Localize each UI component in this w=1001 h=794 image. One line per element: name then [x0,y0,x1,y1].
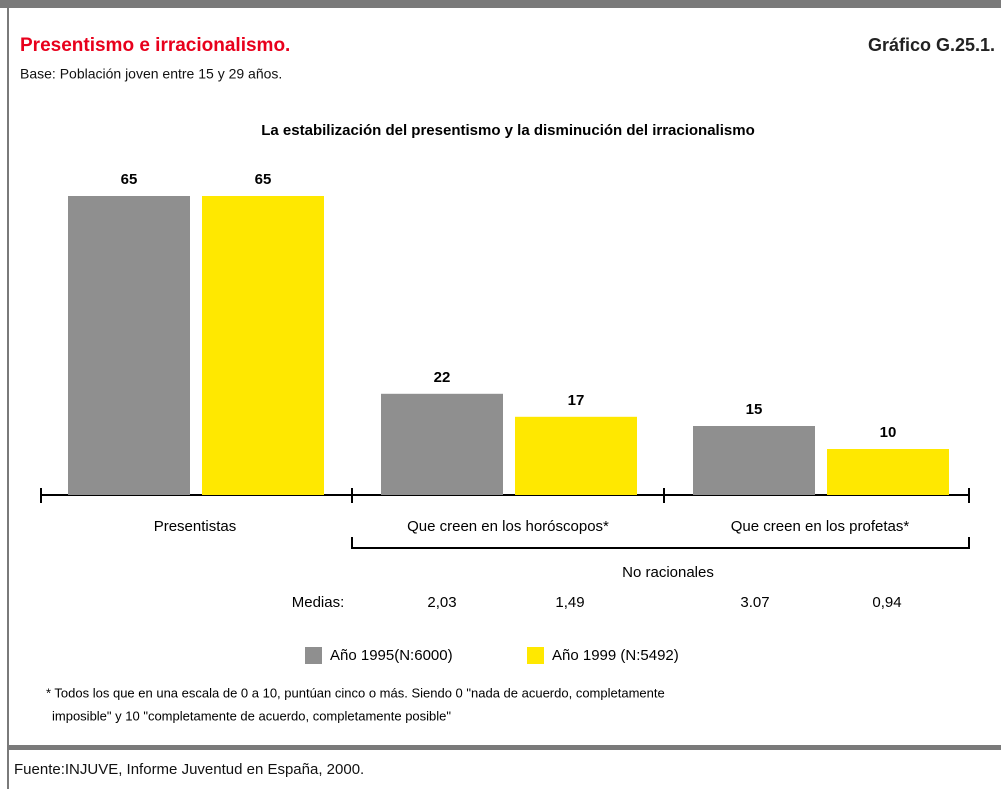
chart-title: La estabilización del presentismo y la d… [261,122,754,139]
data-label: 65 [121,171,138,188]
data-label: 17 [568,392,585,409]
x-tick-label: Que creen en los horóscopos* [407,518,609,535]
footnote: imposible" y 10 "completamente de acuerd… [52,708,451,723]
media-value: 1,49 [555,594,584,611]
data-label: 10 [880,424,897,441]
data-label: 65 [255,171,272,188]
legend-label: Año 1995(N:6000) [330,647,453,664]
legend-label: Año 1999 (N:5492) [552,647,679,664]
top-bar [0,0,1001,8]
media-value: 0,94 [872,594,901,611]
footnote: * Todos los que en una escala de 0 a 10,… [46,685,665,700]
bar [693,426,815,495]
data-label: 15 [746,401,763,418]
data-label: 22 [434,369,451,386]
axis-ticks [40,488,970,503]
medias-label: Medias: [292,594,345,611]
bar [202,196,324,495]
figure-label: Gráfico G.25.1. [868,35,995,55]
media-value: 3.07 [740,594,769,611]
media-value: 2,03 [427,594,456,611]
base: Base: Población joven entre 15 y 29 años… [20,66,282,82]
legend-swatch [527,647,544,664]
bar [381,393,503,495]
group-label: No racionales [622,564,714,581]
bottom-bar [7,745,1001,750]
left-border [7,0,9,789]
x-tick-label: Presentistas [154,518,237,535]
title: Presentismo e irracionalismo. [20,35,290,56]
bar [68,196,190,495]
legend-swatch [305,647,322,664]
source: Fuente:INJUVE, Informe Juventud en Españ… [14,761,364,778]
bar [827,449,949,495]
bar [515,416,637,495]
x-tick-label: Que creen en los profetas* [731,518,910,535]
group-bracket [351,537,970,549]
